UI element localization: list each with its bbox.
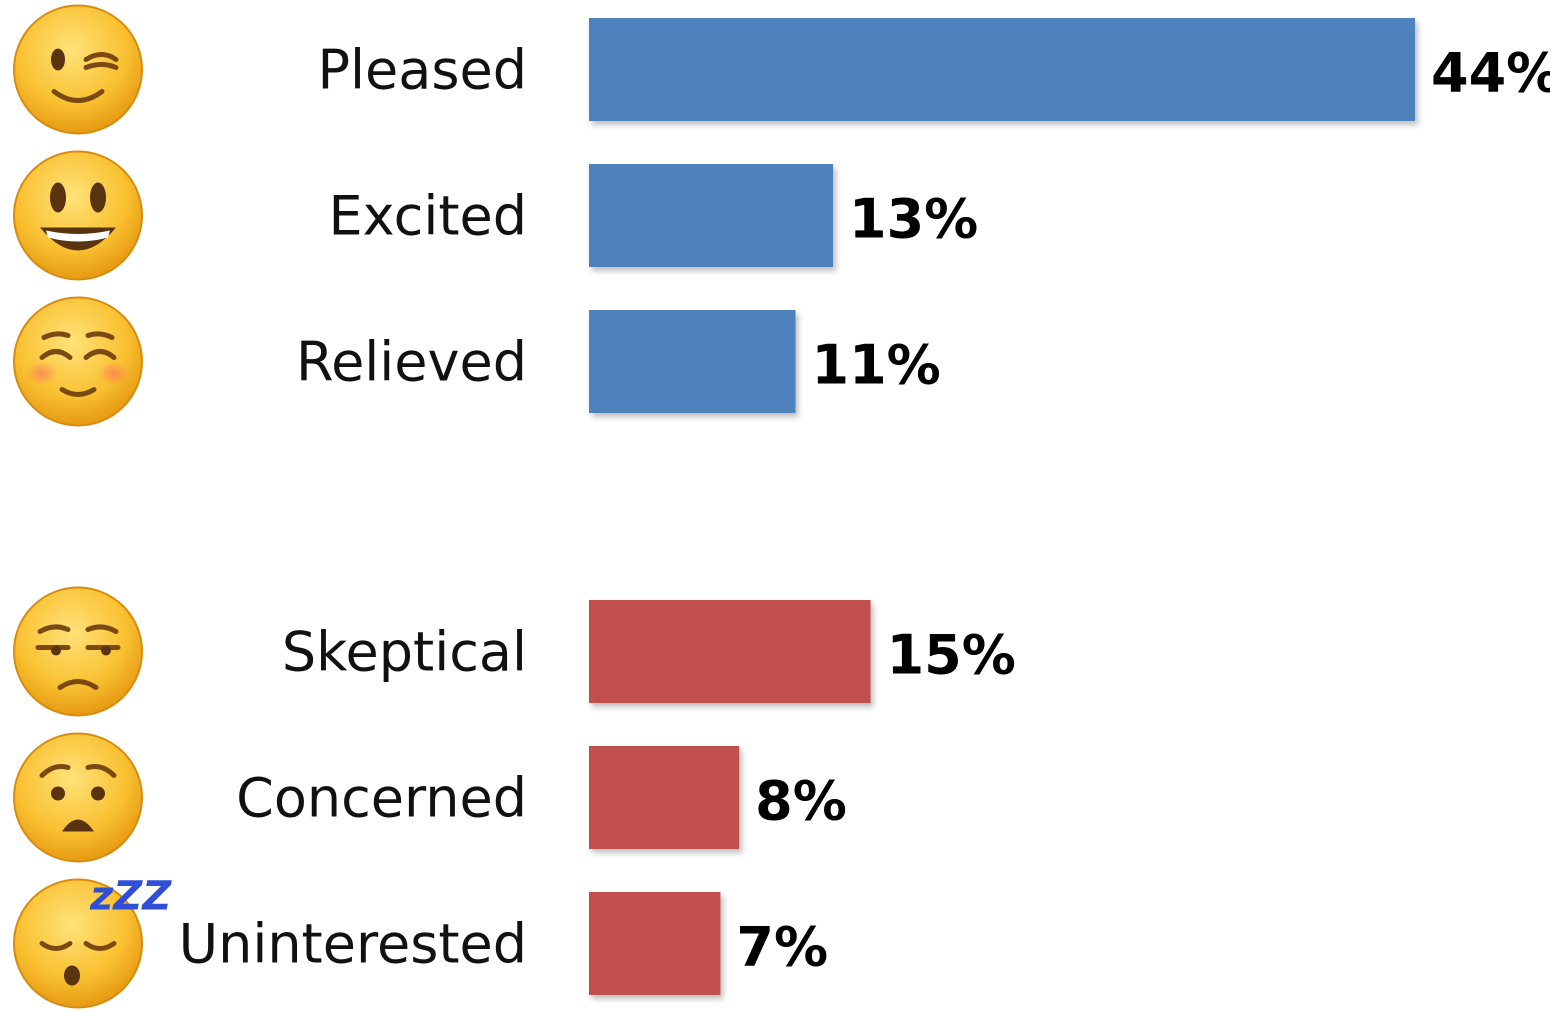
bar-row-excited: Excited 13%: [13, 150, 978, 281]
bar-row-skeptical: Skeptical 15%: [13, 586, 1016, 717]
bar: [589, 164, 834, 267]
zzz-text: zZZ: [89, 874, 172, 920]
bar: [589, 310, 796, 413]
bar-row-concerned: Concerned 8%: [13, 732, 847, 863]
bar: [589, 600, 871, 703]
worried-face-icon: [13, 732, 143, 863]
bar: [589, 892, 721, 995]
value-label: 7%: [736, 916, 828, 979]
category-label: Relieved: [296, 331, 527, 394]
category-label: Skeptical: [282, 621, 527, 684]
value-label: 11%: [812, 334, 941, 397]
bar: [589, 18, 1415, 121]
unamused-face-icon: [13, 586, 143, 717]
grinning-face-icon: [13, 150, 143, 281]
category-label: Pleased: [317, 39, 527, 102]
value-label: 44%: [1431, 42, 1550, 105]
winking-face-icon: [13, 4, 143, 135]
bar-row-relieved: Relieved 11%: [13, 296, 941, 427]
smiling-blush-face-icon: [13, 296, 143, 427]
sleeping-face-icon: zZZ: [13, 874, 172, 1009]
bar: [589, 746, 740, 849]
bar-row-pleased: Pleased 44%: [13, 4, 1550, 135]
category-label: Concerned: [236, 767, 527, 830]
value-label: 15%: [887, 624, 1016, 687]
category-label: Excited: [329, 185, 528, 248]
value-label: 13%: [849, 188, 978, 251]
value-label: 8%: [755, 770, 847, 833]
category-label: Uninterested: [179, 913, 527, 976]
